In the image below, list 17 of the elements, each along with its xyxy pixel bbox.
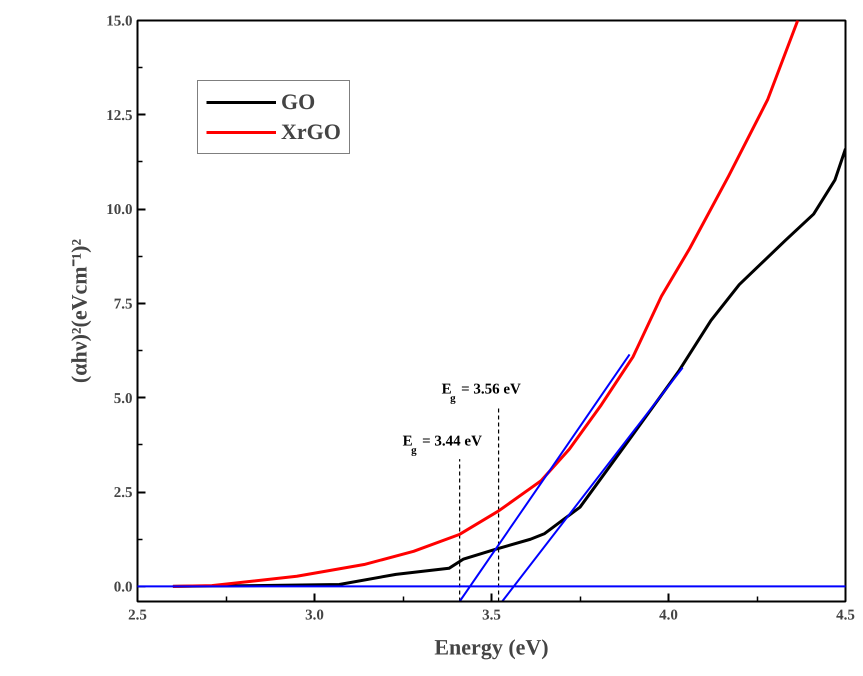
y-tick-label: 10.0 [106, 202, 132, 218]
y-tick-label: 5.0 [114, 390, 132, 407]
y-axis-title: (αhν)²(eVcm⁻¹)² [66, 238, 92, 384]
x-tick-label: 2.5 [128, 608, 147, 624]
y-tick-label: 0.0 [114, 579, 132, 596]
y-tick-label: 7.5 [114, 296, 132, 312]
legend-label: GO [281, 89, 316, 115]
y-tick-label: 2.5 [114, 485, 132, 502]
y-tick-label: 12.5 [106, 108, 132, 124]
line-series [171, 20, 800, 588]
x-tick-label: 4.0 [659, 608, 678, 624]
x-tick-label: 4.5 [836, 608, 855, 624]
x-tick-label: 3.5 [482, 608, 501, 624]
x-tick-label: 3.0 [305, 608, 324, 624]
x-axis-title: Energy (eV) [434, 634, 549, 660]
y-tick-label: 15.0 [106, 14, 132, 30]
legend-label: XrGO [281, 119, 341, 145]
